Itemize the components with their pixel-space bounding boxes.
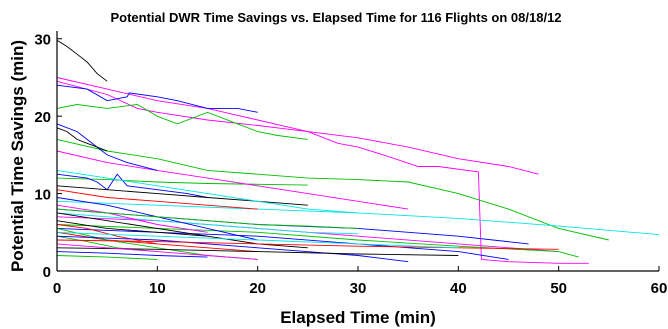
y-axis-label: Potential Time Savings (min) <box>8 40 27 272</box>
series-line-23 <box>56 224 158 245</box>
series-line-29 <box>56 127 108 152</box>
series-line-35 <box>56 251 208 258</box>
series-line-3 <box>56 80 539 175</box>
series-line-5 <box>56 84 258 113</box>
series-line-33 <box>56 231 459 249</box>
y-tick-label: 0 <box>43 264 51 281</box>
y-tick-label: 30 <box>34 32 51 49</box>
y-tick-label: 20 <box>34 109 51 126</box>
series-line-6 <box>56 138 609 241</box>
x-tick-label: 50 <box>550 280 567 297</box>
series-line-10 <box>56 185 308 206</box>
x-tick-label: 20 <box>249 280 266 297</box>
series-line-25 <box>56 235 409 263</box>
series-line-34 <box>56 243 258 260</box>
series-layer <box>56 39 660 264</box>
chart-title: Potential DWR Time Savings vs. Elapsed T… <box>110 10 561 25</box>
series-line-11 <box>56 189 258 210</box>
series-line-36 <box>56 255 158 260</box>
series-line-18 <box>56 212 359 235</box>
series-line-28 <box>56 123 158 171</box>
series-line-21 <box>56 204 208 233</box>
series-line-13 <box>56 216 559 253</box>
series-line-26 <box>56 169 359 214</box>
series-line-27 <box>56 150 409 210</box>
x-tick-label: 10 <box>149 280 166 297</box>
series-line-30 <box>56 208 359 229</box>
series-line-16 <box>56 220 308 249</box>
y-tick-label: 10 <box>34 187 51 204</box>
series-line-2 <box>56 77 589 264</box>
series-line-15 <box>56 227 509 260</box>
x-tick-label: 0 <box>53 280 61 297</box>
axes-layer: 0 10 20 30 40 50 60 0 10 20 30 <box>34 31 667 297</box>
series-line-1 <box>56 39 108 82</box>
x-tick-label: 30 <box>350 280 367 297</box>
series-line-9 <box>56 173 208 198</box>
series-line-4 <box>56 104 308 140</box>
series-line-22 <box>56 212 208 237</box>
x-axis-label: Elapsed Time (min) <box>280 308 436 327</box>
series-line-7 <box>56 200 660 236</box>
series-line-31 <box>56 239 559 250</box>
x-tick-label: 40 <box>450 280 467 297</box>
x-tick-label: 60 <box>651 280 668 297</box>
series-line-8 <box>56 177 308 186</box>
